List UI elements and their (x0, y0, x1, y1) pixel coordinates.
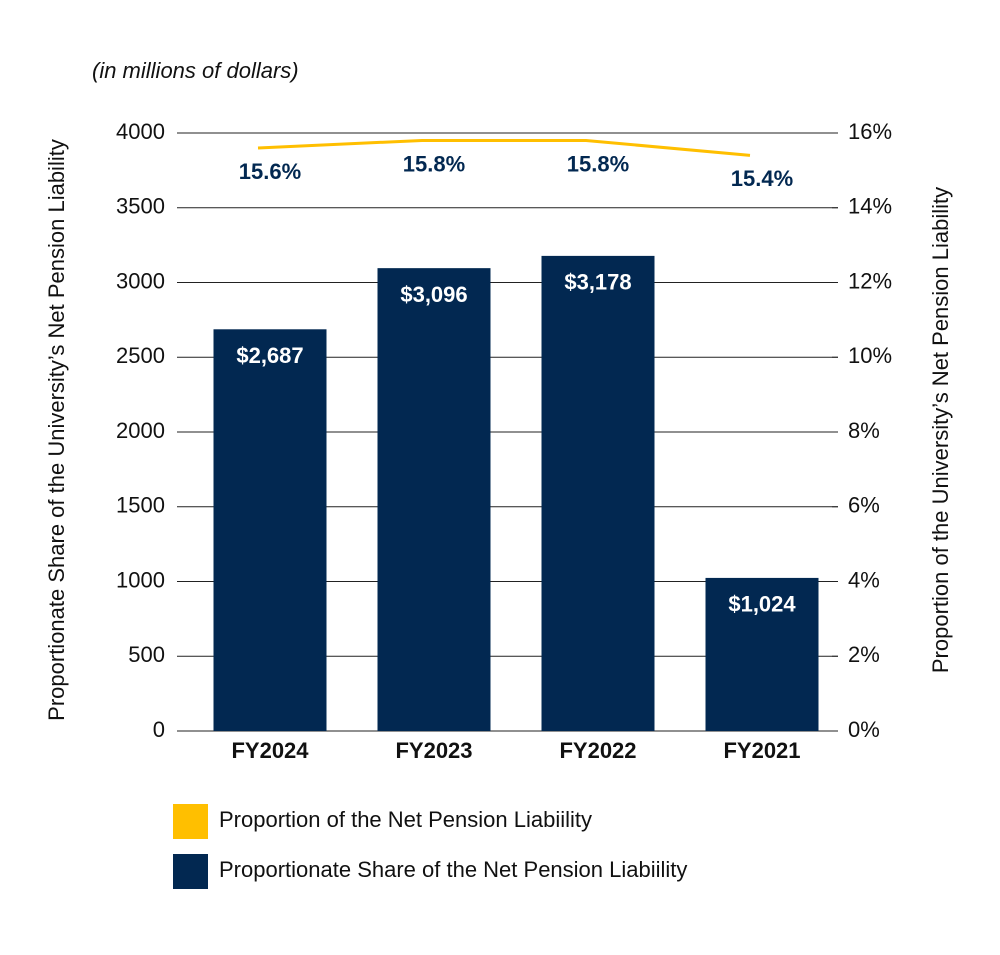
y-tick-label: 4000 (116, 119, 165, 144)
x-tick-label: FY2023 (395, 738, 472, 763)
bar-value-label: $3,178 (564, 270, 631, 295)
y-axis-title: Proportionate Share of the University’s … (44, 139, 69, 721)
y-tick-label: 3500 (116, 194, 165, 219)
y-tick-label: 500 (128, 642, 165, 667)
bar-value-label: $3,096 (400, 282, 467, 307)
x-tick-label: FY2022 (559, 738, 636, 763)
y2-tick-label: 8% (848, 418, 880, 443)
x-tick-label: FY2024 (231, 738, 309, 763)
y2-axis-title: Proportion of the University’s Net Pensi… (928, 187, 953, 673)
bar (541, 255, 655, 731)
line-value-label: 15.8% (567, 151, 629, 176)
legend-label: Proportionate Share of the Net Pension L… (219, 857, 687, 882)
y2-tick-label: 10% (848, 343, 892, 368)
line-value-label: 15.8% (403, 151, 465, 176)
y2-tick-label: 12% (848, 268, 892, 293)
legend-swatch (173, 854, 208, 889)
legend-swatch (173, 804, 208, 839)
bar-value-label: $2,687 (236, 343, 303, 368)
y2-tick-label: 4% (848, 567, 880, 592)
y-tick-label: 1000 (116, 567, 165, 592)
y2-tick-label: 6% (848, 493, 880, 518)
y-tick-label: 3000 (116, 268, 165, 293)
y-tick-label: 2000 (116, 418, 165, 443)
line-value-label: 15.4% (731, 166, 793, 191)
y2-tick-label: 16% (848, 119, 892, 144)
bar (705, 577, 819, 731)
bar (213, 329, 327, 731)
y2-tick-label: 14% (848, 194, 892, 219)
bar (377, 268, 491, 731)
chart-subtitle: (in millions of dollars) (92, 58, 299, 83)
x-tick-label: FY2021 (723, 738, 800, 763)
y-tick-label: 1500 (116, 493, 165, 518)
bar-value-label: $1,024 (728, 592, 796, 617)
legend-label: Proportion of the Net Pension Liabiility (219, 807, 592, 832)
line-value-label: 15.6% (239, 159, 301, 184)
y-tick-label: 2500 (116, 343, 165, 368)
y-tick-label: 0 (153, 717, 165, 742)
line (257, 138, 751, 157)
y2-tick-label: 2% (848, 642, 880, 667)
y2-tick-label: 0% (848, 717, 880, 742)
